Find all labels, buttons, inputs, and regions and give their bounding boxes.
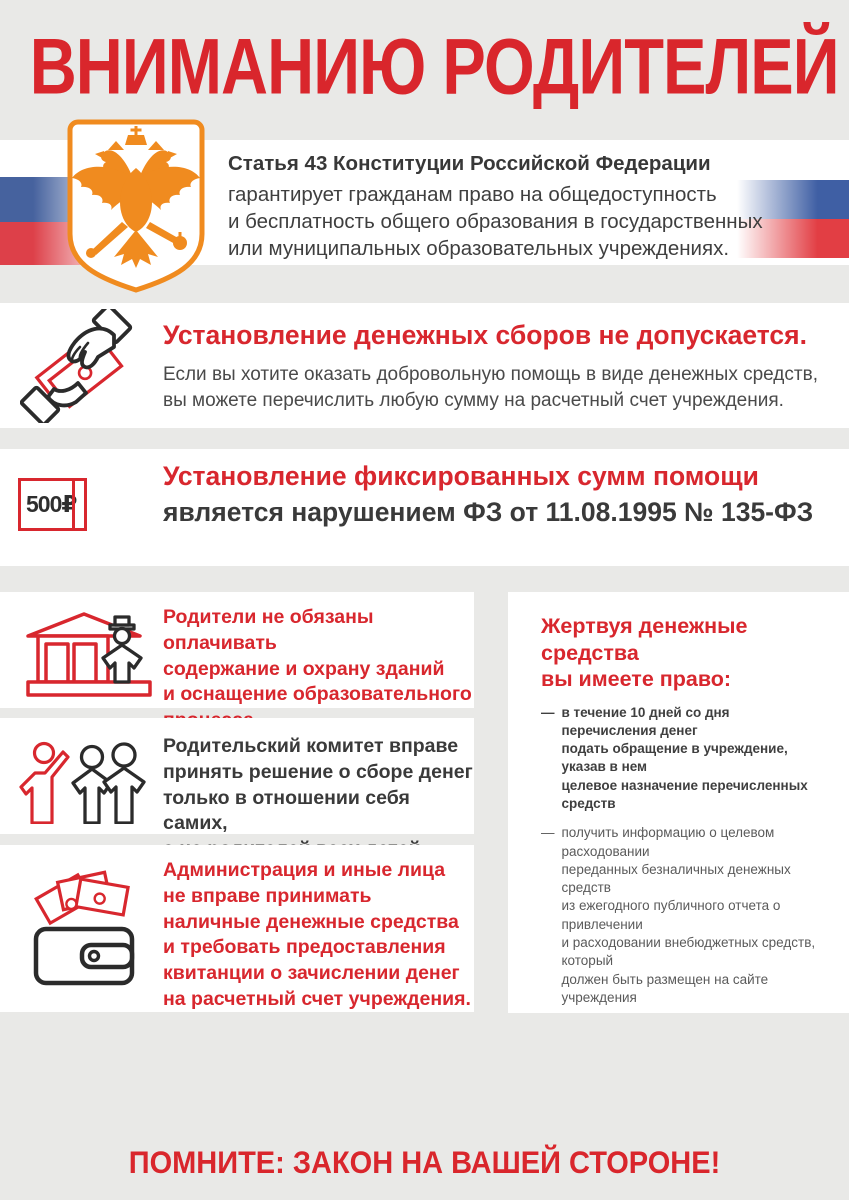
banknote-divider-line bbox=[71, 481, 75, 528]
donor-right-text: в течение 10 дней со дня перечисления де… bbox=[561, 704, 808, 811]
money-handover-icon bbox=[19, 303, 134, 427]
donor-right-item: — в течение 10 дней со дня перечисления … bbox=[541, 704, 825, 814]
russian-flag-right-blue-stripe bbox=[737, 180, 849, 219]
donor-right-text: получить информацию о целевом расходован… bbox=[561, 825, 816, 1005]
school-building-guard-icon bbox=[24, 608, 154, 703]
banknote-500-icon: 500₽ bbox=[18, 478, 87, 531]
constitution-body: гарантирует гражданам право на общедосту… bbox=[228, 183, 763, 260]
no-fees-body: Если вы хотите оказать добровольную помо… bbox=[163, 364, 818, 411]
rule-building-text: Родители не обязаны оплачивать содержани… bbox=[163, 606, 472, 731]
rule-committee-text: Родительский комитет вправе принять реше… bbox=[163, 735, 473, 860]
constitution-heading: Статья 43 Конституции Российской Федерац… bbox=[228, 152, 711, 175]
coat-of-arms-icon bbox=[66, 118, 206, 295]
wallet-cash-icon bbox=[26, 855, 142, 1004]
russian-flag-right-red-stripe bbox=[737, 219, 849, 258]
section-no-fees: Установление денежных сборов не допускае… bbox=[0, 303, 849, 428]
donor-right-item: — получить информацию о целевом расходов… bbox=[541, 824, 825, 1007]
rule-block-building: Родители не обязаны оплачивать содержани… bbox=[0, 592, 474, 731]
section-fixed-sums: 500₽ Установление фиксированных сумм пом… bbox=[0, 449, 849, 566]
bullet-dash: — bbox=[541, 704, 555, 720]
rule-block-cash: Администрация и иные лица не вправе прин… bbox=[0, 845, 474, 1012]
bullet-dash: — bbox=[541, 825, 555, 841]
no-fees-heading: Установление денежных сборов не допускае… bbox=[163, 320, 807, 350]
parents-group-icon bbox=[18, 732, 150, 829]
fixed-sums-heading-dark: является нарушением ФЗ от 11.08.1995 № 1… bbox=[163, 497, 814, 527]
rule-block-committee: Родительский комитет вправе принять реше… bbox=[0, 718, 474, 860]
constitution-text: Статья 43 Конституции Российской Федерац… bbox=[228, 152, 763, 262]
page-title: ВНИМАНИЮ РОДИТЕЛЕЙ bbox=[29, 23, 840, 111]
rule-cash-text: Администрация и иные лица не вправе прин… bbox=[163, 859, 471, 1010]
donor-rights-heading: Жертвуя денежные средства вы имеете прав… bbox=[541, 614, 748, 691]
banknote-500-label: 500₽ bbox=[26, 491, 77, 517]
fixed-sums-heading-red: Установление фиксированных сумм помощи bbox=[163, 461, 759, 491]
donor-rights-panel: Жертвуя денежные средства вы имеете прав… bbox=[508, 592, 849, 1013]
footer-slogan: ПОМНИТЕ: ЗАКОН НА ВАШЕЙ СТОРОНЕ! bbox=[128, 1146, 721, 1181]
